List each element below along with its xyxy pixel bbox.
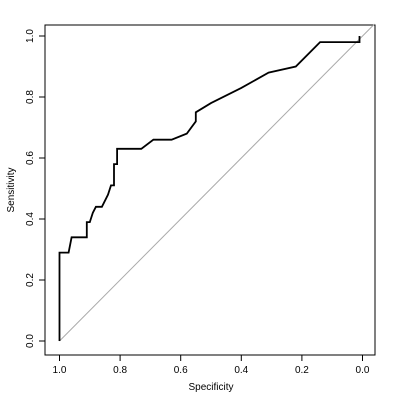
roc-curve-layer: [58, 36, 361, 341]
y-tick-label: 1.0: [25, 29, 36, 43]
x-tick-label: 0.8: [113, 365, 127, 376]
y-axis-title: Sensitivity: [6, 167, 17, 212]
x-tick-label: 0.0: [356, 365, 370, 376]
x-tick-label: 0.2: [295, 365, 309, 376]
y-tick-label: 0.4: [25, 212, 36, 226]
y-tick-label: 0.2: [25, 273, 36, 287]
reference-diagonal-layer: [59, 23, 375, 342]
y-tick-label: 0.0: [25, 334, 36, 348]
x-axis-title: Specificity: [188, 382, 233, 393]
roc-curve-line: [58, 36, 361, 341]
y-tick-label: 0.6: [25, 151, 36, 165]
x-tick-label: 1.0: [53, 365, 67, 376]
x-tick-label: 0.4: [234, 365, 248, 376]
x-axis: 1.0 0.8 0.6 0.4 0.2 0.0: [53, 354, 370, 376]
reference-diagonal: [59, 23, 375, 342]
y-tick-label: 0.8: [25, 90, 36, 104]
y-axis: 0.0 0.2 0.4 0.6 0.8 1.0: [25, 29, 46, 348]
x-tick-label: 0.6: [174, 365, 188, 376]
